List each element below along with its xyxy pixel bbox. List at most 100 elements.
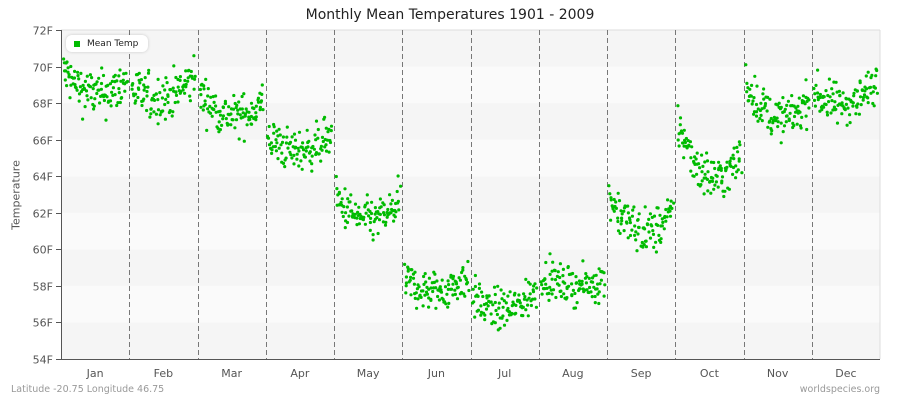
data-point: [529, 303, 534, 308]
data-point: [683, 140, 688, 145]
data-point: [259, 100, 263, 104]
data-point: [479, 304, 483, 308]
data-point: [254, 118, 258, 122]
data-point: [620, 219, 624, 223]
data-point: [548, 272, 552, 276]
data-point: [622, 209, 626, 213]
data-point: [875, 68, 879, 73]
data-point: [795, 122, 799, 126]
data-point: [513, 291, 517, 295]
data-point: [732, 146, 736, 150]
data-point: [163, 102, 167, 107]
data-point: [558, 275, 562, 280]
data-point: [152, 110, 156, 114]
data-point: [664, 219, 668, 223]
data-point: [203, 102, 207, 107]
data-point: [444, 302, 448, 306]
data-point: [522, 292, 526, 296]
data-point: [363, 205, 367, 209]
data-point: [290, 135, 294, 139]
x-tick-label: Apr: [290, 367, 310, 380]
data-point: [130, 87, 134, 91]
data-point: [781, 96, 785, 100]
data-point: [446, 279, 450, 283]
data-point: [622, 229, 626, 233]
data-point: [531, 290, 536, 294]
data-point: [206, 107, 210, 111]
data-point: [650, 224, 654, 228]
data-point: [413, 296, 417, 300]
data-point: [145, 94, 149, 98]
data-point: [218, 109, 222, 113]
data-point: [561, 274, 565, 278]
data-point: [110, 90, 114, 94]
y-tick-label: 72F: [33, 25, 53, 38]
data-point: [449, 273, 453, 277]
data-point: [554, 295, 558, 300]
data-point: [446, 305, 450, 309]
data-point: [139, 78, 143, 82]
data-point: [64, 69, 68, 73]
data-point: [585, 288, 589, 292]
data-point: [697, 162, 701, 166]
data-point: [101, 73, 106, 78]
data-point: [548, 285, 552, 289]
data-point: [770, 129, 774, 133]
data-point: [719, 166, 723, 170]
data-point: [347, 214, 351, 218]
data-point: [116, 101, 120, 105]
data-point: [161, 84, 165, 88]
data-point: [439, 288, 443, 292]
legend-swatch-icon: [74, 40, 80, 47]
data-point: [293, 138, 298, 142]
data-point: [598, 282, 602, 286]
data-point: [111, 86, 115, 90]
data-point: [275, 129, 279, 133]
data-point: [232, 93, 236, 98]
data-point: [187, 68, 191, 72]
data-point: [237, 100, 241, 104]
data-point: [558, 262, 563, 266]
data-point: [371, 238, 375, 242]
data-point: [641, 245, 645, 249]
data-point: [765, 109, 769, 113]
data-point: [193, 77, 197, 81]
data-point: [625, 221, 629, 225]
data-point: [762, 97, 766, 101]
data-point: [73, 69, 77, 73]
data-point: [553, 269, 557, 273]
data-point: [614, 206, 619, 210]
data-point: [100, 66, 104, 70]
data-point: [494, 308, 498, 313]
data-point: [858, 81, 862, 85]
legend[interactable]: Mean Temp: [66, 35, 149, 52]
data-point: [754, 110, 759, 114]
data-point: [599, 278, 604, 282]
data-point: [657, 233, 661, 237]
data-point: [875, 91, 880, 95]
data-point: [864, 74, 868, 78]
data-point: [594, 273, 598, 277]
data-point: [161, 109, 165, 113]
data-point: [774, 119, 778, 123]
data-point: [288, 140, 293, 144]
data-point: [626, 204, 630, 208]
data-point: [533, 297, 537, 301]
data-point: [706, 189, 710, 193]
data-point: [152, 98, 157, 102]
data-point: [237, 137, 241, 141]
data-point: [186, 79, 190, 83]
data-point: [260, 83, 264, 87]
data-point: [623, 204, 627, 208]
data-point: [289, 153, 293, 157]
data-point: [434, 286, 438, 290]
data-point: [711, 176, 715, 180]
data-point: [799, 126, 803, 130]
data-point: [502, 299, 506, 303]
data-point: [717, 160, 721, 164]
data-point: [183, 91, 187, 95]
data-point: [669, 199, 673, 203]
data-point: [156, 77, 160, 81]
data-point: [217, 120, 221, 124]
data-point: [281, 161, 286, 165]
